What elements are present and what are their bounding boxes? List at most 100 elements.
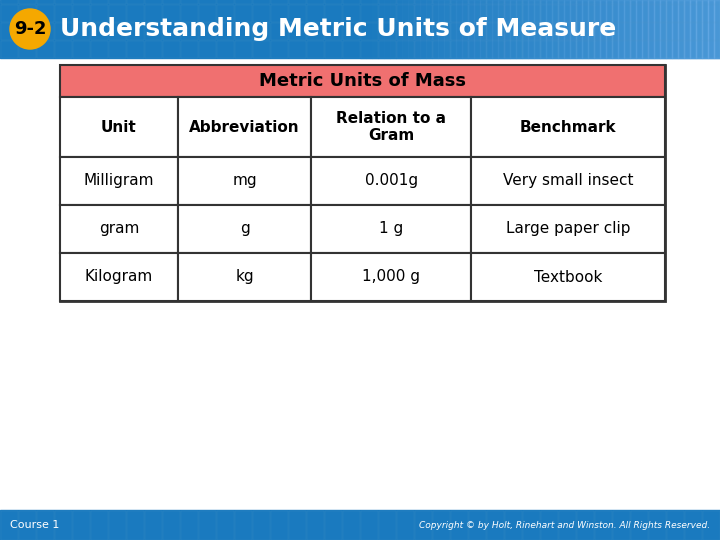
Bar [145,40,161,57]
Bar [559,0,575,3]
Bar [307,4,323,22]
Bar [91,510,107,539]
Bar [91,23,107,39]
Bar [690,0,696,58]
Text: Abbreviation: Abbreviation [189,119,300,134]
Bar [163,4,179,22]
Bar [649,40,665,57]
Bar [492,0,498,58]
Bar [402,0,408,58]
Bar [307,23,323,39]
Bar [546,0,552,58]
Bar [55,0,71,3]
Text: 9-2: 9-2 [14,20,46,38]
Bar [702,0,708,58]
Bar [343,4,359,22]
Bar [541,510,557,539]
Bar [325,40,341,57]
Bar [271,0,287,3]
Text: 0.001g: 0.001g [364,173,418,188]
Bar [307,510,323,539]
Bar [541,40,557,57]
Bar [361,40,377,57]
Bar [73,4,89,22]
Bar [630,0,636,58]
Text: Copyright © by Holt, Rinehart and Winston. All Rights Reserved.: Copyright © by Holt, Rinehart and Winsto… [419,521,710,530]
Bar [127,4,143,22]
Bar [19,23,35,39]
Bar [696,0,702,58]
Bar [564,0,570,58]
Bar [685,510,701,539]
Text: Understanding Metric Units of Measure: Understanding Metric Units of Measure [60,17,616,41]
Bar [379,0,395,3]
Bar [325,510,341,539]
Bar [307,40,323,57]
Bar [487,4,503,22]
Bar [480,0,486,58]
Bar [325,0,341,3]
Bar [235,40,251,57]
Bar [714,0,720,58]
Bar [253,0,269,3]
Bar [60,65,665,97]
Bar [127,0,143,3]
Bar [181,23,197,39]
Bar [558,0,564,58]
Bar [217,0,233,3]
Bar [462,0,468,58]
Bar [523,40,539,57]
Bar [127,40,143,57]
Bar [450,0,456,58]
Bar [577,0,593,3]
Bar [307,0,323,3]
Text: Textbook: Textbook [534,269,603,285]
Bar [595,4,611,22]
Text: Milligram: Milligram [84,173,154,188]
Bar [19,0,35,3]
Bar [708,0,714,58]
Bar [311,253,472,301]
Bar [253,510,269,539]
Bar [469,0,485,3]
Text: Metric Units of Mass: Metric Units of Mass [259,72,466,90]
Bar [1,40,17,57]
Bar [109,23,125,39]
Bar [667,4,683,22]
Bar [618,0,624,58]
Bar [199,0,215,3]
Bar [91,40,107,57]
Bar [528,0,534,58]
Bar [178,205,311,253]
Bar [582,0,588,58]
Text: mg: mg [233,173,257,188]
Bar [685,4,701,22]
Bar [127,510,143,539]
Bar [163,510,179,539]
Bar [325,23,341,39]
Bar [217,4,233,22]
Bar [667,23,683,39]
Bar [109,4,125,22]
Bar [469,40,485,57]
Bar [361,510,377,539]
Bar [37,23,53,39]
Bar [631,23,647,39]
Bar [433,0,449,3]
Bar [469,510,485,539]
Bar [667,0,683,3]
Bar [311,205,472,253]
Bar [109,0,125,3]
Bar [444,0,450,58]
Bar [433,40,449,57]
Bar [19,4,35,22]
Bar [55,40,71,57]
Bar [595,0,611,3]
Bar [631,0,647,3]
Bar [379,4,395,22]
Bar [415,4,431,22]
Text: Relation to a
Gram: Relation to a Gram [336,111,446,143]
Bar [60,253,178,301]
Bar [631,40,647,57]
Bar [55,23,71,39]
